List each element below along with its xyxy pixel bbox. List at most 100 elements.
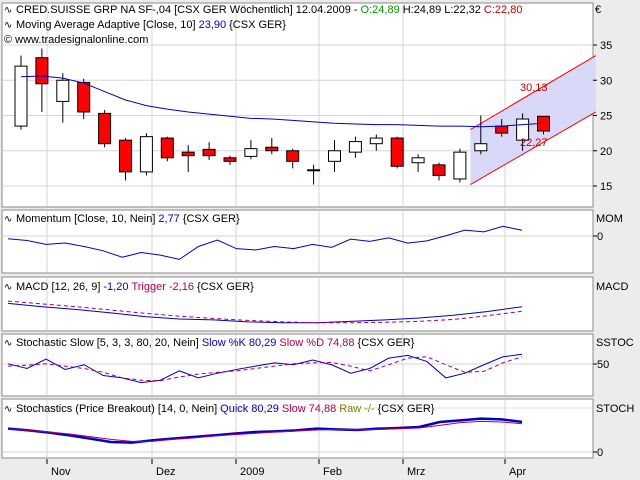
time-tick-label: Nov — [51, 466, 71, 478]
price-axis: 15 20 25 30 35 — [593, 40, 612, 193]
time-tick-label: Dez — [156, 466, 176, 478]
candle-up — [453, 148, 467, 183]
chart-curve-icon: ∿ — [4, 282, 12, 293]
candle-body — [348, 141, 362, 153]
stochastic-slow-panel — [1, 333, 594, 397]
slow-d-label: Slow %D — [279, 337, 324, 349]
candle-down — [77, 78, 91, 120]
slow-line — [7, 420, 523, 442]
slow-value: 74,88 — [309, 403, 337, 415]
ma-exchange: {CSX GER} — [229, 19, 286, 31]
price-tick-label: 35 — [600, 40, 612, 52]
stochastic-breakout-title: Stochastics (Price Breakout) [14, 0, Nei… — [16, 403, 217, 415]
candle-body — [181, 151, 195, 157]
momentum-line — [7, 225, 523, 260]
candlestick-series — [14, 48, 550, 185]
stochastic-slow-50-tick: 50 — [597, 359, 609, 371]
candle-up — [14, 55, 28, 130]
candle-body — [390, 137, 404, 167]
candle-body — [223, 157, 237, 162]
slow-d-value: 74,88 — [327, 337, 355, 349]
moving-average-line — [20, 75, 544, 128]
candle-body — [411, 157, 425, 164]
price-tick-label: 30 — [600, 75, 612, 87]
raw-value: -/- — [364, 403, 375, 415]
candle-body — [77, 81, 91, 113]
quick-value: 80,29 — [251, 403, 279, 415]
chart-curve-icon: ∿ — [4, 404, 12, 415]
momentum-exchange: {CSX GER} — [183, 213, 240, 225]
candle-up — [244, 140, 258, 160]
candle-up — [56, 73, 70, 123]
trigger-label: Trigger — [131, 281, 166, 293]
candle-up — [328, 140, 341, 172]
candle-down — [286, 148, 300, 169]
candle-body — [160, 137, 174, 159]
chart-curve-icon: ∿ — [4, 214, 12, 225]
candle-down — [35, 48, 49, 112]
candle-down — [390, 136, 404, 169]
candle-down — [265, 138, 279, 155]
candle-body — [14, 65, 28, 127]
stochastic-slow-exchange: {CSX GER} — [358, 337, 415, 349]
candle-down — [223, 155, 237, 165]
candle-body — [265, 146, 279, 152]
svg-text:Moving Average Adaptive [Close: Moving Average Adaptive [Close, 10] 23,90… — [16, 19, 286, 31]
ma-value: 23,90 — [199, 19, 227, 31]
trend-channel-lower-line — [470, 111, 597, 186]
momentum-value: 2,77 — [158, 213, 179, 225]
chart-curve-icon: ∿ — [4, 5, 12, 16]
candle-body — [35, 57, 49, 85]
slow-d-line — [7, 356, 523, 382]
time-tick-label: 2009 — [240, 466, 264, 478]
candle-body — [286, 150, 300, 162]
stochastic-breakout-grid — [3, 400, 597, 457]
slow-label: Slow — [282, 403, 306, 415]
price-tick-label: 25 — [600, 111, 612, 123]
copyright-notice: © www.tradesignalonline.com — [4, 34, 148, 46]
candle-body — [244, 148, 258, 157]
candle-body — [56, 79, 70, 102]
price-panel — [1, 2, 594, 208]
candle-body — [98, 112, 112, 145]
candle-down — [181, 145, 195, 172]
time-tick-label: Feb — [323, 466, 342, 478]
raw-label: Raw — [339, 403, 361, 415]
candle-down — [119, 138, 132, 181]
momentum-panel — [1, 209, 594, 274]
candle-down — [98, 109, 112, 148]
svg-text:Stochastics (Price Breakout) [: Stochastics (Price Breakout) [14, 0, Nei… — [16, 403, 435, 415]
candle-body — [202, 148, 216, 157]
candle-down — [432, 162, 446, 181]
candle-body — [453, 151, 467, 180]
momentum-title: Momentum [Close, 10, Nein] — [16, 213, 155, 225]
open-value: O:24,89 — [361, 4, 400, 16]
chart-header: ∿ CRED.SUISSE GRP NA SF-,04 [CSX GER Wöc… — [4, 4, 522, 46]
macd-exchange: {CSX GER} — [197, 281, 254, 293]
candle-down — [160, 136, 174, 162]
high-value: H:24,89 — [403, 4, 442, 16]
candle-body — [495, 125, 509, 134]
slow-k-label: Slow %K — [202, 337, 247, 349]
instrument-title: CRED.SUISSE GRP NA SF-,04 [CSX GER Wöche… — [16, 4, 358, 16]
time-tick-label: Apr — [509, 466, 526, 478]
momentum-axis-label: MOM — [596, 213, 623, 225]
candle-up — [411, 154, 425, 172]
quick-line — [7, 417, 523, 444]
quick-label: Quick — [220, 403, 249, 415]
candle-up — [369, 134, 383, 151]
svg-text:Momentum [Close, 10, Nein]2,77: Momentum [Close, 10, Nein] 2,77 {CSX GER} — [16, 213, 240, 225]
close-value: C:22,80 — [484, 4, 523, 16]
macd-trigger-line — [7, 300, 523, 324]
low-value: L:22,32 — [444, 4, 481, 16]
channel-upper-label: 30,13 — [520, 82, 548, 94]
time-axis: Nov Dez 2009 Feb Mrz Apr — [46, 459, 526, 478]
candle-up — [139, 133, 153, 176]
slow-k-value: 80,29 — [249, 337, 277, 349]
macd-title: MACD [12, 26, 9] — [16, 281, 100, 293]
stochastic-slow-axis-label: SSTOC — [596, 337, 634, 349]
stochastic-slow-title: Stochastic Slow [5, 3, 3, 80, 20, Nein] — [16, 337, 199, 349]
price-tick-label: 15 — [600, 181, 612, 193]
